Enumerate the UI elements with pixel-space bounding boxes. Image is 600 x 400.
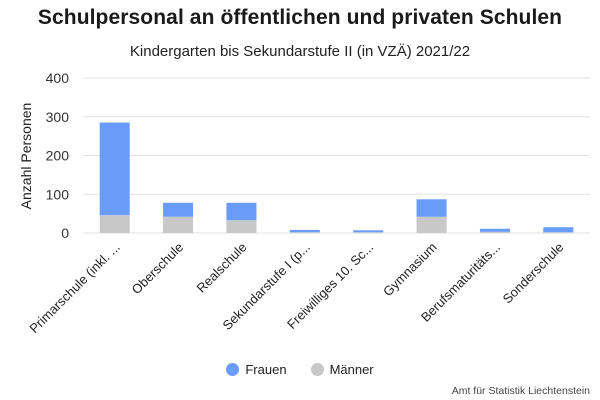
legend-dot-maenner	[310, 363, 324, 376]
legend-label-maenner: Männer	[329, 362, 374, 377]
bar-frauen[interactable]	[99, 122, 130, 216]
legend-item-maenner[interactable]: Männer	[310, 362, 374, 377]
x-tick-label: Sonderschule	[500, 240, 567, 307]
bar-frauen[interactable]	[226, 202, 257, 221]
legend-item-frauen[interactable]: Frauen	[226, 362, 287, 377]
chart-legend: Frauen Männer	[0, 362, 600, 377]
source-credit: Amt für Statistik Liechtenstein	[451, 385, 590, 397]
bar-maenner[interactable]	[416, 216, 447, 233]
bar-maenner[interactable]	[353, 232, 384, 233]
y-tick-label: 100	[46, 186, 70, 202]
bar-frauen[interactable]	[163, 202, 194, 217]
bar-maenner[interactable]	[543, 232, 574, 233]
x-tick-labels: Primarschule (inkl. ... Oberschule Realsch…	[26, 240, 566, 336]
x-tick-label: Gymnasium	[380, 240, 440, 300]
chart-subtitle: Kindergarten bis Sekundarstufe II (in VZ…	[129, 43, 471, 60]
legend-dot-frauen	[226, 363, 240, 376]
bar-frauen[interactable]	[289, 229, 320, 233]
bar-frauen[interactable]	[416, 199, 447, 217]
bars-layer	[99, 122, 574, 233]
bar-maenner[interactable]	[479, 231, 510, 233]
bar-maenner[interactable]	[226, 220, 257, 233]
legend-label-frauen: Frauen	[245, 362, 287, 377]
y-tick-label: 300	[46, 109, 70, 125]
grid-layer	[83, 77, 590, 234]
y-axis-label: Anzahl Personen	[18, 103, 34, 210]
y-tick-label: 200	[46, 148, 70, 164]
bar-maenner[interactable]	[163, 216, 194, 233]
x-tick-label: Realschule	[193, 240, 249, 296]
bar-frauen[interactable]	[353, 230, 384, 233]
bar-maenner[interactable]	[289, 232, 320, 233]
x-tick-label: Oberschule	[129, 240, 187, 298]
y-tick-label: 0	[61, 225, 69, 241]
bar-frauen[interactable]	[543, 227, 574, 233]
bar-maenner[interactable]	[99, 215, 130, 233]
bar-frauen[interactable]	[479, 228, 510, 232]
x-tick-label: Primarschule (inkl. ...	[26, 240, 122, 336]
y-tick-label: 400	[46, 70, 70, 86]
chart-title: Schulpersonal an öffentlichen und privat…	[37, 6, 563, 29]
y-tick-labels: 0 100 200 300 400	[46, 70, 70, 241]
